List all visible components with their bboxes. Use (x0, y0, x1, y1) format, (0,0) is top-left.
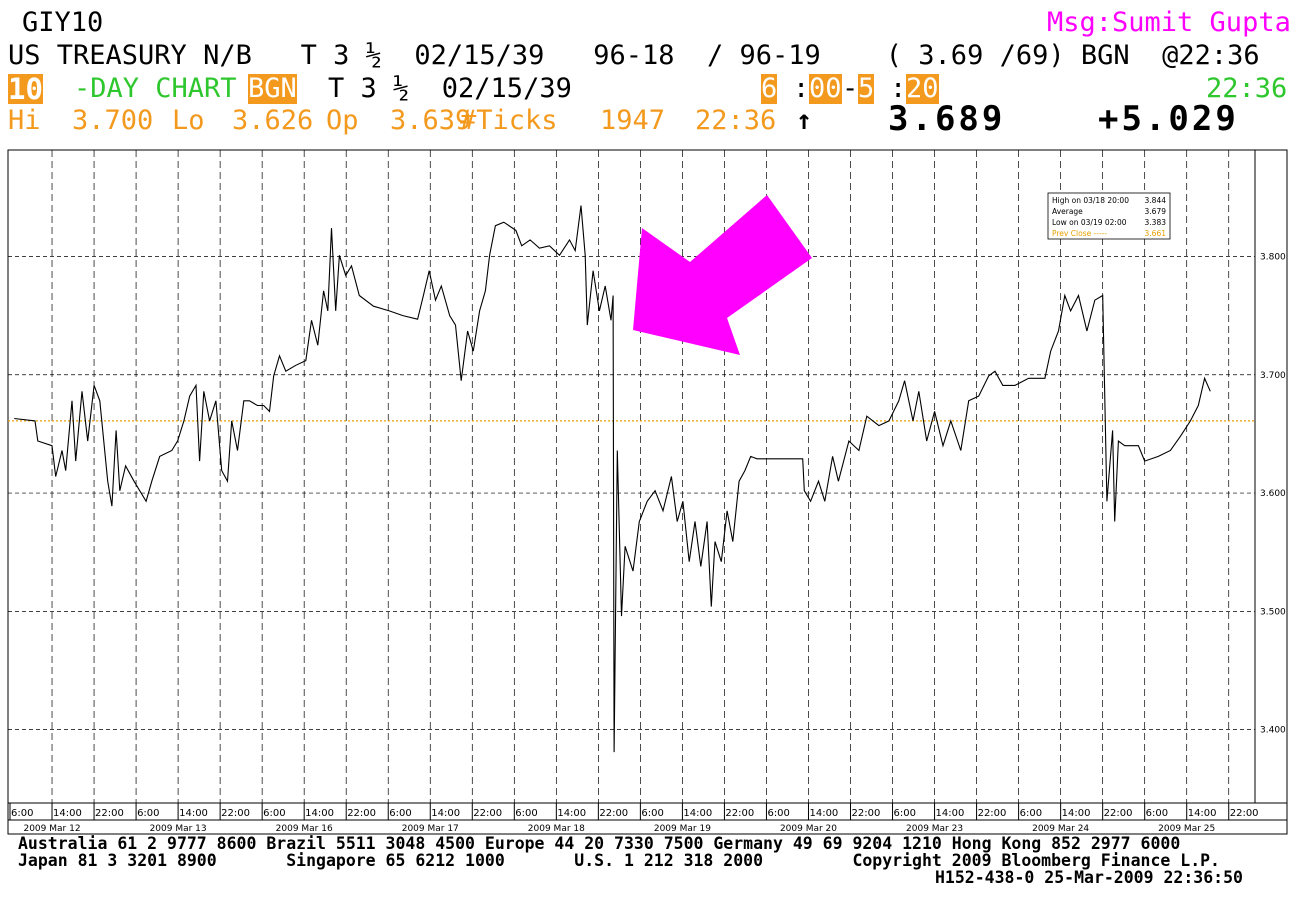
stats-label: Low on 03/19 02:00 (1052, 218, 1127, 227)
end-hour: 5 (858, 73, 875, 104)
x-tick-label: 22:00 (473, 808, 502, 819)
stats-label: Average (1052, 207, 1083, 216)
footer-line: Japan 81 3 3201 8900 Singapore 65 6212 1… (18, 851, 1220, 870)
stats-label: High on 03/18 20:00 (1052, 196, 1129, 205)
arrow (633, 195, 812, 355)
date-label: 2009 Mar 17 (402, 824, 459, 834)
x-tick-label: 22:00 (599, 808, 628, 819)
x-tick-label: 22:00 (978, 808, 1007, 819)
stat: Lo (172, 105, 205, 136)
stat: 1947 (600, 105, 666, 136)
change: +5.029 (1098, 99, 1239, 139)
stat: 3.639 (390, 105, 472, 136)
x-tick-label: 6:00 (1146, 808, 1168, 819)
separator: - (842, 73, 859, 104)
x-tick-label: 6:00 (767, 808, 789, 819)
message: Msg:Sumit Gupta (1047, 7, 1291, 38)
x-tick-label: 14:00 (179, 808, 208, 819)
x-tick-label: 22:00 (852, 808, 881, 819)
x-tick-label: 14:00 (1188, 808, 1217, 819)
separator: : (793, 73, 810, 104)
separator: : (890, 73, 907, 104)
x-tick-label: 14:00 (431, 808, 460, 819)
x-tick-label: 14:00 (53, 808, 82, 819)
stat: Op (326, 105, 359, 136)
x-tick-label: 14:00 (936, 808, 965, 819)
date-label: 2009 Mar 25 (1158, 824, 1215, 834)
chart-label: -DAY CHART (74, 73, 237, 104)
x-tick-label: 22:00 (1230, 808, 1259, 819)
y-tick-label: 3.600 (1260, 489, 1286, 499)
y-tick-label: 3.400 (1260, 726, 1286, 736)
stat: 22:36 (695, 105, 777, 136)
x-tick-label: 6:00 (263, 808, 285, 819)
x-tick-label: 6:00 (11, 808, 33, 819)
x-tick-label: 14:00 (305, 808, 334, 819)
chart-days: 10 (8, 72, 43, 106)
price-line (14, 205, 1211, 753)
footer-line: H152-438-0 25-Mar-2009 22:36:50 (935, 868, 1243, 887)
y-tick-label: 3.500 (1260, 607, 1286, 617)
x-tick-label: 6:00 (389, 808, 411, 819)
date-label: 2009 Mar 19 (654, 824, 711, 834)
direction: ↑ (796, 105, 813, 136)
x-tick-label: 22:00 (221, 808, 250, 819)
date-label: 2009 Mar 16 (276, 824, 333, 834)
x-tick-label: 6:00 (1020, 808, 1042, 819)
stats-value: 3.383 (1145, 218, 1167, 227)
stat: 3.700 (72, 105, 154, 136)
start-hour: 6 (761, 73, 778, 104)
x-tick-label: 6:00 (641, 808, 663, 819)
date-label: 2009 Mar 23 (906, 824, 963, 834)
date-label: 2009 Mar 24 (1032, 824, 1089, 834)
x-tick-label: 22:00 (347, 808, 376, 819)
date-label: 2009 Mar 13 (150, 824, 207, 834)
start-min: 00 (809, 73, 842, 104)
security-line: US TREASURY N/B T 3 ½ 02/15/39 96-18 / 9… (8, 40, 1260, 71)
stat: #Ticks (460, 105, 558, 136)
chart-frame (7, 149, 1288, 835)
stats-box-frame (1047, 192, 1171, 240)
x-tick-label: 6:00 (894, 808, 916, 819)
x-tick-label: 22:00 (725, 808, 754, 819)
stats-value: 3.844 (1145, 196, 1167, 205)
footer-line: Australia 61 2 9777 8600 Brazil 5511 304… (18, 834, 1181, 853)
clock: 22:36 (1206, 73, 1288, 104)
stats-value: 3.661 (1145, 229, 1167, 238)
stats-box: High on 03/18 20:00 3.844 Average 3.679 Low … (1047, 192, 1171, 240)
x-tick-label: 14:00 (683, 808, 712, 819)
y-tick-label: 3.800 (1260, 252, 1286, 262)
last-price: 3.689 (888, 99, 1006, 139)
x-tick-label: 14:00 (1062, 808, 1091, 819)
x-tick-label: 6:00 (515, 808, 537, 819)
source: BGN (248, 73, 297, 104)
bond: T 3 ½ 02/15/39 (328, 73, 572, 104)
x-tick-label: 14:00 (809, 808, 838, 819)
date-label: 2009 Mar 18 (528, 824, 585, 834)
stat: 3.626 (232, 105, 314, 136)
y-tick-label: 3.700 (1260, 371, 1286, 381)
symbol: GIY10 (22, 7, 104, 38)
date-label: 2009 Mar 20 (780, 824, 837, 834)
x-tick-label: 6:00 (137, 808, 159, 819)
stats-label: Prev Close ----- (1052, 229, 1107, 238)
end-min: 20 (906, 73, 939, 104)
stat: Hi (8, 105, 41, 136)
x-tick-label: 22:00 (1104, 808, 1133, 819)
x-tick-label: 14:00 (557, 808, 586, 819)
stats-value: 3.679 (1145, 207, 1167, 216)
grid: 3.400 3.500 3.600 3.700 3.800 6:00 14:00 22:00 6… (8, 150, 1286, 834)
series (14, 205, 1211, 753)
date-label: 2009 Mar 12 (23, 824, 80, 834)
x-tick-label: 22:00 (95, 808, 124, 819)
